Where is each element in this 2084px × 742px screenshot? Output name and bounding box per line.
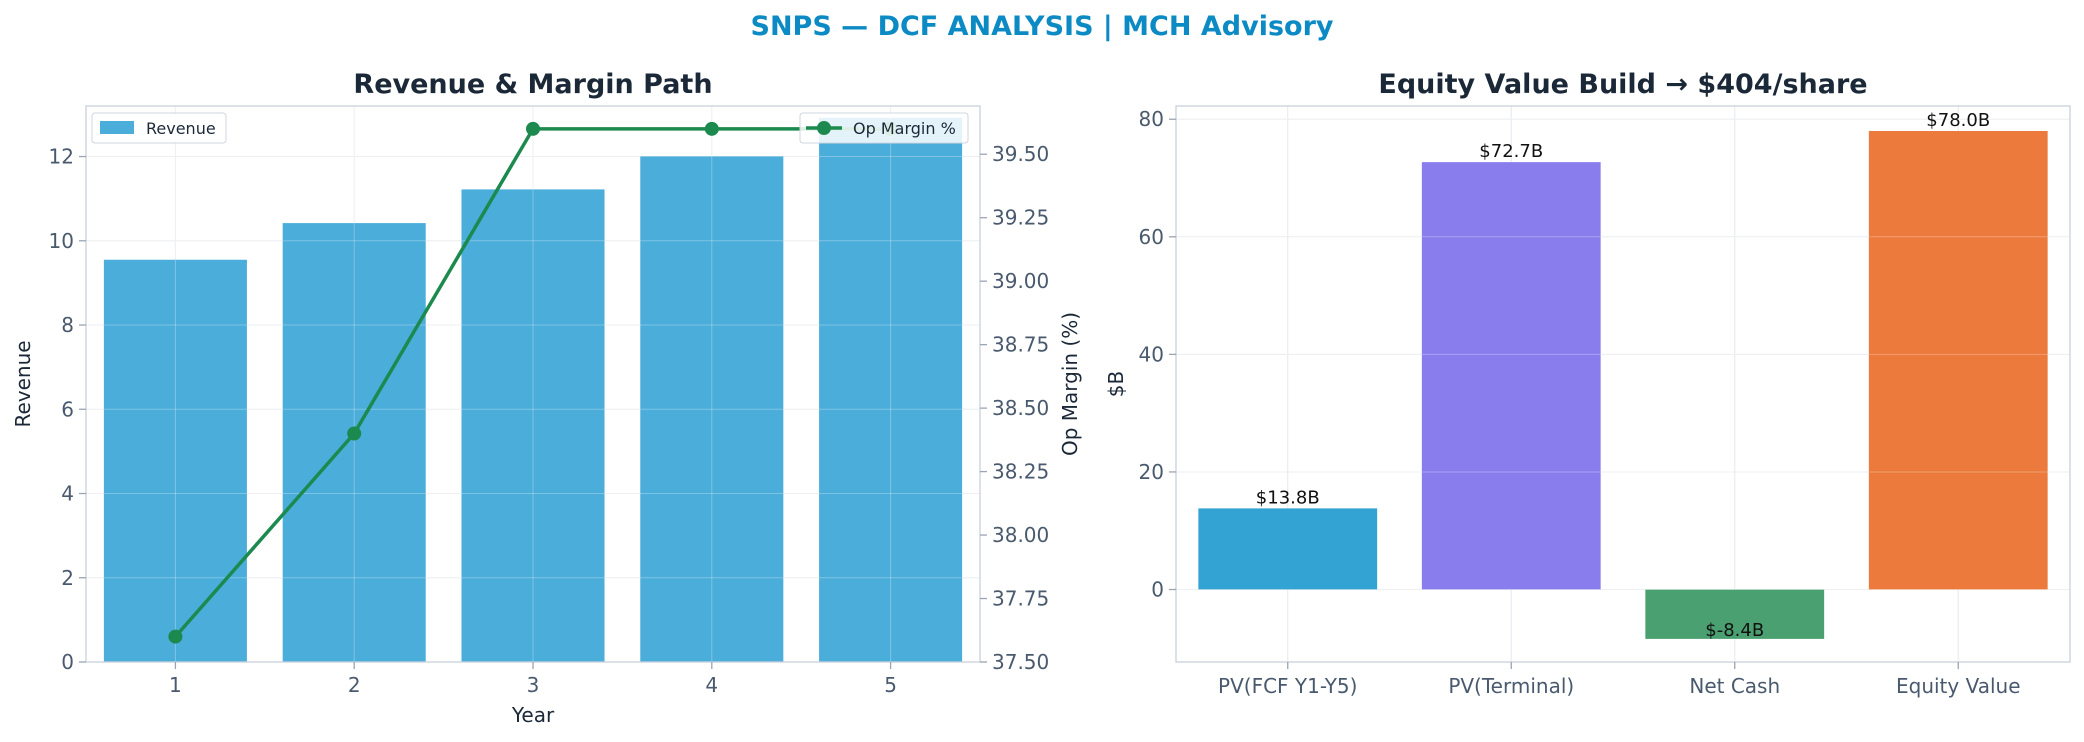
equity-bar — [1645, 589, 1825, 639]
x-tick-label: 1 — [169, 673, 182, 697]
bar-value-label: $13.8B — [1256, 487, 1320, 508]
op-margin-point — [347, 426, 362, 441]
equity-value-chart: Equity Value Build → $404/share $13.8B $72… — [1104, 69, 2071, 698]
grid-over-bars — [1176, 118, 2070, 591]
y-tick-label: 80 — [1139, 107, 1164, 131]
x-tick-label: Net Cash — [1689, 674, 1780, 698]
equity-bar — [1868, 130, 2048, 590]
y-tick-label: 2 — [61, 566, 74, 590]
legend-label-op-margin: Op Margin % — [853, 119, 956, 138]
y2-tick-label: 39.00 — [992, 269, 1049, 293]
y-tick-label: 20 — [1139, 460, 1164, 484]
y-axis-label: $B — [1104, 371, 1128, 397]
op-margin-point — [168, 629, 183, 644]
y-tick-label: 12 — [49, 145, 74, 169]
legend-op-margin: Op Margin % — [799, 112, 969, 144]
legend-frame — [91, 112, 227, 144]
y2-tick-label: 37.50 — [992, 650, 1049, 674]
y-tick-label: 60 — [1139, 225, 1164, 249]
y2-tick-label: 38.50 — [992, 396, 1049, 420]
bar-value-label: $78.0B — [1926, 110, 1990, 131]
legend-swatch-revenue — [100, 121, 134, 134]
x-axis-label: Year — [511, 703, 555, 727]
y-tick-label: 4 — [61, 482, 74, 506]
op-margin-point — [704, 121, 719, 136]
revenue-bar — [103, 259, 247, 662]
legend-swatch-marker — [817, 121, 831, 135]
legend-revenue: Revenue — [91, 112, 227, 144]
y-tick-label: 0 — [61, 650, 74, 674]
revenue-margin-chart: Revenue & Margin Path02468101237.5037.75… — [11, 69, 1082, 727]
y2-tick-label: 39.50 — [992, 142, 1049, 166]
y2-tick-label: 38.25 — [992, 460, 1049, 484]
bar-value-label: $-8.4B — [1705, 620, 1764, 641]
bar-value-label: $72.7B — [1479, 141, 1543, 162]
y-tick-label: 10 — [49, 229, 74, 253]
y-tick-label: 8 — [61, 313, 74, 337]
y2-axis-label: Op Margin (%) — [1058, 312, 1082, 456]
chart-title: Revenue & Margin Path — [353, 69, 712, 100]
x-tick-label: PV(FCF Y1-Y5) — [1218, 674, 1357, 698]
revenue-bar — [282, 223, 426, 662]
revenue-bar — [640, 156, 784, 662]
equity-bars — [1198, 130, 2048, 639]
y-axis-label: Revenue — [11, 340, 35, 427]
legend-label-revenue: Revenue — [146, 119, 216, 138]
y2-tick-label: 39.25 — [992, 206, 1049, 230]
y-tick-label: 0 — [1151, 578, 1164, 602]
y2-tick-label: 38.75 — [992, 333, 1049, 357]
y-tick-label: 40 — [1139, 342, 1164, 366]
revenue-bar — [819, 117, 963, 662]
x-tick-label: PV(Terminal) — [1448, 674, 1574, 698]
x-tick-label: 2 — [348, 673, 361, 697]
revenue-bar — [461, 189, 605, 662]
equity-bar — [1421, 162, 1601, 590]
figure-suptitle: SNPS — DCF ANALYSIS | MCH Advisory — [751, 11, 1334, 42]
op-margin-point — [526, 121, 540, 136]
y2-tick-label: 38.00 — [992, 523, 1049, 547]
legend-frame — [799, 112, 969, 144]
grid-over-bars — [86, 106, 980, 663]
x-tick-label: 5 — [884, 673, 897, 697]
y2-tick-label: 37.75 — [992, 587, 1049, 611]
plot-frame — [1175, 105, 2071, 663]
revenue-bars — [103, 117, 963, 662]
x-tick-label: 3 — [527, 673, 540, 697]
chart-title: Equity Value Build → $404/share — [1378, 69, 1867, 100]
x-tick-label: Equity Value — [1896, 674, 2021, 698]
equity-bar — [1198, 508, 1378, 590]
x-tick-label: 4 — [705, 673, 718, 697]
y-tick-label: 6 — [61, 397, 74, 421]
